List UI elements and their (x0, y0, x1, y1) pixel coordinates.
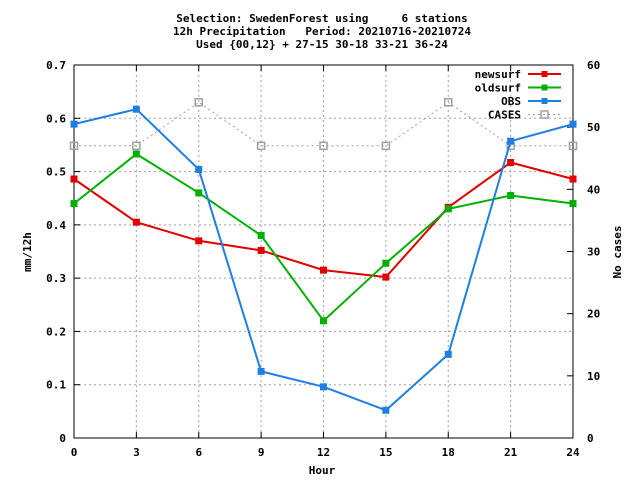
chart-title: Selection: SwedenForest using 6 stations… (173, 12, 471, 51)
obs-point (195, 165, 203, 173)
y2-tick-label: 20 (587, 308, 600, 321)
series-oldsurf (70, 150, 577, 325)
obs-point (320, 383, 327, 391)
y-tick-label: 0.2 (46, 325, 66, 338)
x-axis-label: Hour (309, 464, 336, 477)
oldsurf-point (320, 317, 327, 325)
oldsurf-point (382, 259, 390, 267)
x-tick-label: 24 (566, 446, 580, 459)
cases-point (444, 98, 453, 107)
series-obs (70, 105, 577, 414)
y-tick-label: 0.6 (46, 112, 66, 125)
x-tick-label: 12 (317, 446, 330, 459)
newsurf-line (73, 161, 574, 279)
oldsurf-point (70, 200, 78, 208)
newsurf-point (382, 273, 390, 281)
y-axis-label: mm/12h (21, 232, 34, 272)
legend-item-cases: CASES (488, 109, 561, 122)
newsurf-point (195, 237, 203, 245)
x-tick-label: 0 (71, 446, 78, 459)
cases-point (319, 141, 328, 151)
y-tick-label: 0.4 (46, 219, 66, 232)
gridlines (74, 65, 573, 438)
cases-point (69, 141, 79, 151)
newsurf-point (70, 175, 78, 183)
y2-tick-label: 10 (587, 370, 600, 383)
x-tick-label: 9 (258, 446, 265, 459)
title-line-1: Selection: SwedenForest using 6 stations (176, 12, 467, 25)
cases-point (256, 141, 266, 151)
cases-point (381, 141, 391, 151)
legend-item-oldsurf: oldsurf (475, 82, 561, 95)
oldsurf-point (444, 205, 452, 213)
newsurf-point (569, 175, 577, 183)
legend-swatch-marker (541, 98, 548, 104)
newsurf-point (132, 218, 140, 226)
newsurf-point (320, 266, 327, 274)
obs-point (569, 120, 577, 128)
legend-swatch-marker (541, 71, 548, 77)
newsurf-point (507, 159, 515, 167)
obs-point (257, 367, 265, 375)
legend-swatch-marker (540, 110, 549, 119)
x-axis-ticks: 0 3 6 9 12 15 18 21 24 (71, 65, 580, 459)
y2-axis-ticks: 0 10 20 30 40 50 60 (567, 59, 600, 445)
y-tick-label: 0.3 (46, 272, 66, 285)
legend-item-obs: OBS (501, 95, 561, 108)
y2-tick-label: 30 (587, 246, 600, 259)
legend-item-newsurf: newsurf (475, 68, 561, 81)
oldsurf-point (569, 200, 577, 208)
x-tick-label: 21 (504, 446, 518, 459)
y-tick-label: 0.7 (46, 59, 66, 72)
x-tick-label: 18 (442, 446, 455, 459)
legend-swatch-marker (541, 84, 548, 91)
x-tick-label: 6 (195, 446, 202, 459)
series-cases (69, 98, 578, 151)
oldsurf-point (195, 189, 203, 197)
oldsurf-point (132, 150, 140, 158)
oldsurf-point (257, 232, 265, 240)
x-tick-label: 3 (133, 446, 140, 459)
legend-label: newsurf (475, 68, 521, 81)
y2-tick-label: 0 (587, 432, 594, 445)
title-line-3: Used {00,12} + 27-15 30-18 33-21 36-24 (196, 38, 448, 51)
y2-tick-label: 50 (587, 121, 600, 134)
y2-axis-label: No cases (611, 226, 624, 279)
y2-tick-label: 40 (587, 183, 600, 196)
cases-point (132, 141, 141, 151)
legend-label: OBS (501, 95, 521, 108)
cases-point (568, 141, 578, 151)
cases-point (194, 98, 203, 107)
y-tick-label: 0 (59, 432, 66, 445)
newsurf-point (257, 246, 265, 254)
obs-point (444, 350, 452, 358)
legend-label: oldsurf (475, 82, 521, 95)
x-tick-label: 15 (379, 446, 392, 459)
obs-point (382, 406, 390, 414)
y-tick-label: 0.5 (46, 166, 66, 179)
series (69, 98, 578, 414)
obs-point (132, 105, 140, 113)
y2-tick-label: 60 (587, 59, 600, 72)
obs-point (507, 137, 515, 145)
oldsurf-point (507, 192, 515, 200)
cases-line (74, 101, 573, 147)
y-axis-ticks: 0 0.1 0.2 0.3 0.4 0.5 0.6 0.7 (46, 59, 80, 445)
legend-label: CASES (488, 109, 521, 122)
y-tick-label: 0.1 (46, 379, 66, 392)
obs-point (70, 120, 78, 128)
title-line-2: 12h Precipitation Period: 20210716-20210… (173, 25, 471, 38)
